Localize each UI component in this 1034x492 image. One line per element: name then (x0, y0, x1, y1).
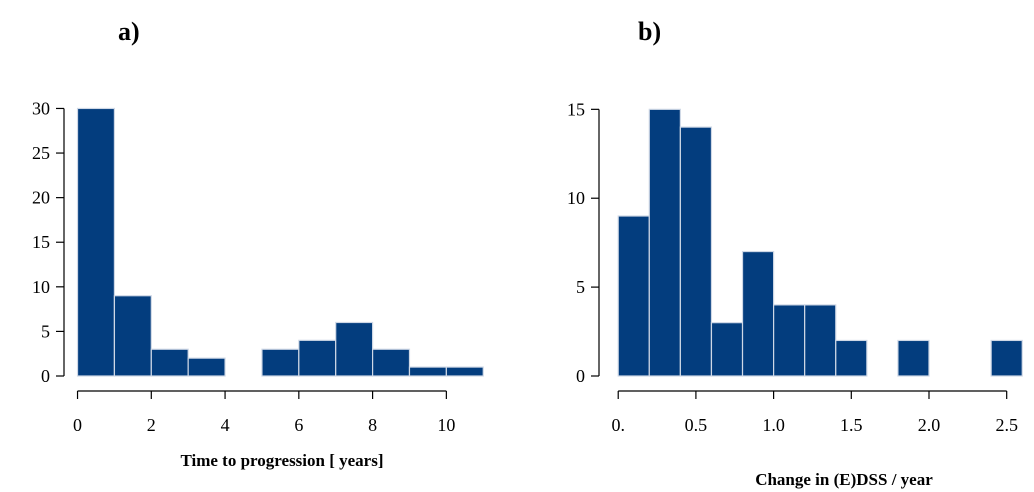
panel-a-y-tick-label: 15 (32, 232, 50, 252)
panel-b-x-tick-label: 0.5 (685, 415, 708, 435)
panel-a-bar-8 (372, 348, 411, 377)
panel-a-x-tick-label: 2 (147, 415, 156, 435)
panel-a-y-tick-label: 30 (32, 98, 50, 118)
panel-a-x-tick-label: 6 (294, 415, 303, 435)
panel-a-y-tick-label: 20 (32, 188, 50, 208)
panel-a-bar-6 (298, 339, 337, 377)
panel-b-bar-2 (679, 126, 713, 377)
panel-b-bars (617, 108, 1023, 377)
panel-b-x-tick-label: 2.5 (995, 415, 1018, 435)
panel-b-bar-1 (648, 108, 681, 377)
panel-b-x-axis-title: Change in (E)DSS / year (755, 470, 933, 489)
panel-b-y-tick-label: 0 (576, 366, 585, 386)
panel-b-bar-7 (835, 339, 868, 377)
panel-a-axes: 0 2 4 6 8 10 0 5 10 15 20 25 30 (32, 98, 455, 435)
panel-b-y-tick-label: 10 (567, 188, 585, 208)
panel-a: a) 0 2 4 6 8 10 0 5 10 15 20 25 30 Time to progressi… (32, 17, 484, 470)
panel-b-label: b) (638, 17, 661, 46)
panel-b-bar-5 (773, 304, 806, 377)
panel-b-bar-4 (741, 250, 775, 377)
panel-b-x-tick-label: 1.0 (762, 415, 785, 435)
panel-a-bar-10 (445, 366, 484, 377)
panel-b-x-tick-label: 2.0 (918, 415, 941, 435)
panel-a-x-tick-label: 10 (437, 415, 455, 435)
panel-b-y-tick-label: 5 (576, 277, 585, 297)
panel-b-bar-9 (897, 339, 930, 377)
panel-b: b) 0. 0.5 1.0 1.5 2.0 2.5 0 5 10 15 Change in (E)… (567, 17, 1023, 489)
panel-a-bar-0 (76, 107, 116, 377)
panel-a-bars (76, 107, 484, 377)
panel-b-bar-12 (990, 339, 1023, 377)
panel-a-y-tick-label: 0 (41, 366, 50, 386)
panel-b-x-tick-label: 0. (611, 415, 625, 435)
panel-a-bar-9 (408, 366, 447, 377)
panel-a-x-tick-label: 0 (73, 415, 82, 435)
panel-a-bar-7 (335, 321, 374, 377)
panel-a-x-tick-label: 8 (368, 415, 377, 435)
panel-a-bar-5 (261, 348, 300, 377)
panel-a-x-tick-label: 4 (221, 415, 230, 435)
panel-a-y-tick-label: 5 (41, 321, 50, 341)
panel-a-y-tick-label: 25 (32, 143, 50, 163)
panel-b-bar-3 (710, 322, 744, 377)
panel-a-bar-2 (150, 348, 189, 377)
panel-a-label: a) (118, 17, 140, 46)
panel-b-x-tick-label: 1.5 (840, 415, 863, 435)
panel-a-y-tick-label: 10 (32, 277, 50, 297)
panel-b-y-tick-label: 15 (567, 99, 585, 119)
panel-b-bar-6 (804, 304, 837, 377)
panel-b-bar-0 (617, 215, 650, 377)
panel-a-bar-3 (187, 357, 226, 377)
panel-b-axes: 0. 0.5 1.0 1.5 2.0 2.5 0 5 10 15 (567, 99, 1018, 435)
panel-a-bar-1 (113, 295, 152, 377)
panel-a-x-axis-title: Time to progression [ years] (180, 451, 383, 470)
